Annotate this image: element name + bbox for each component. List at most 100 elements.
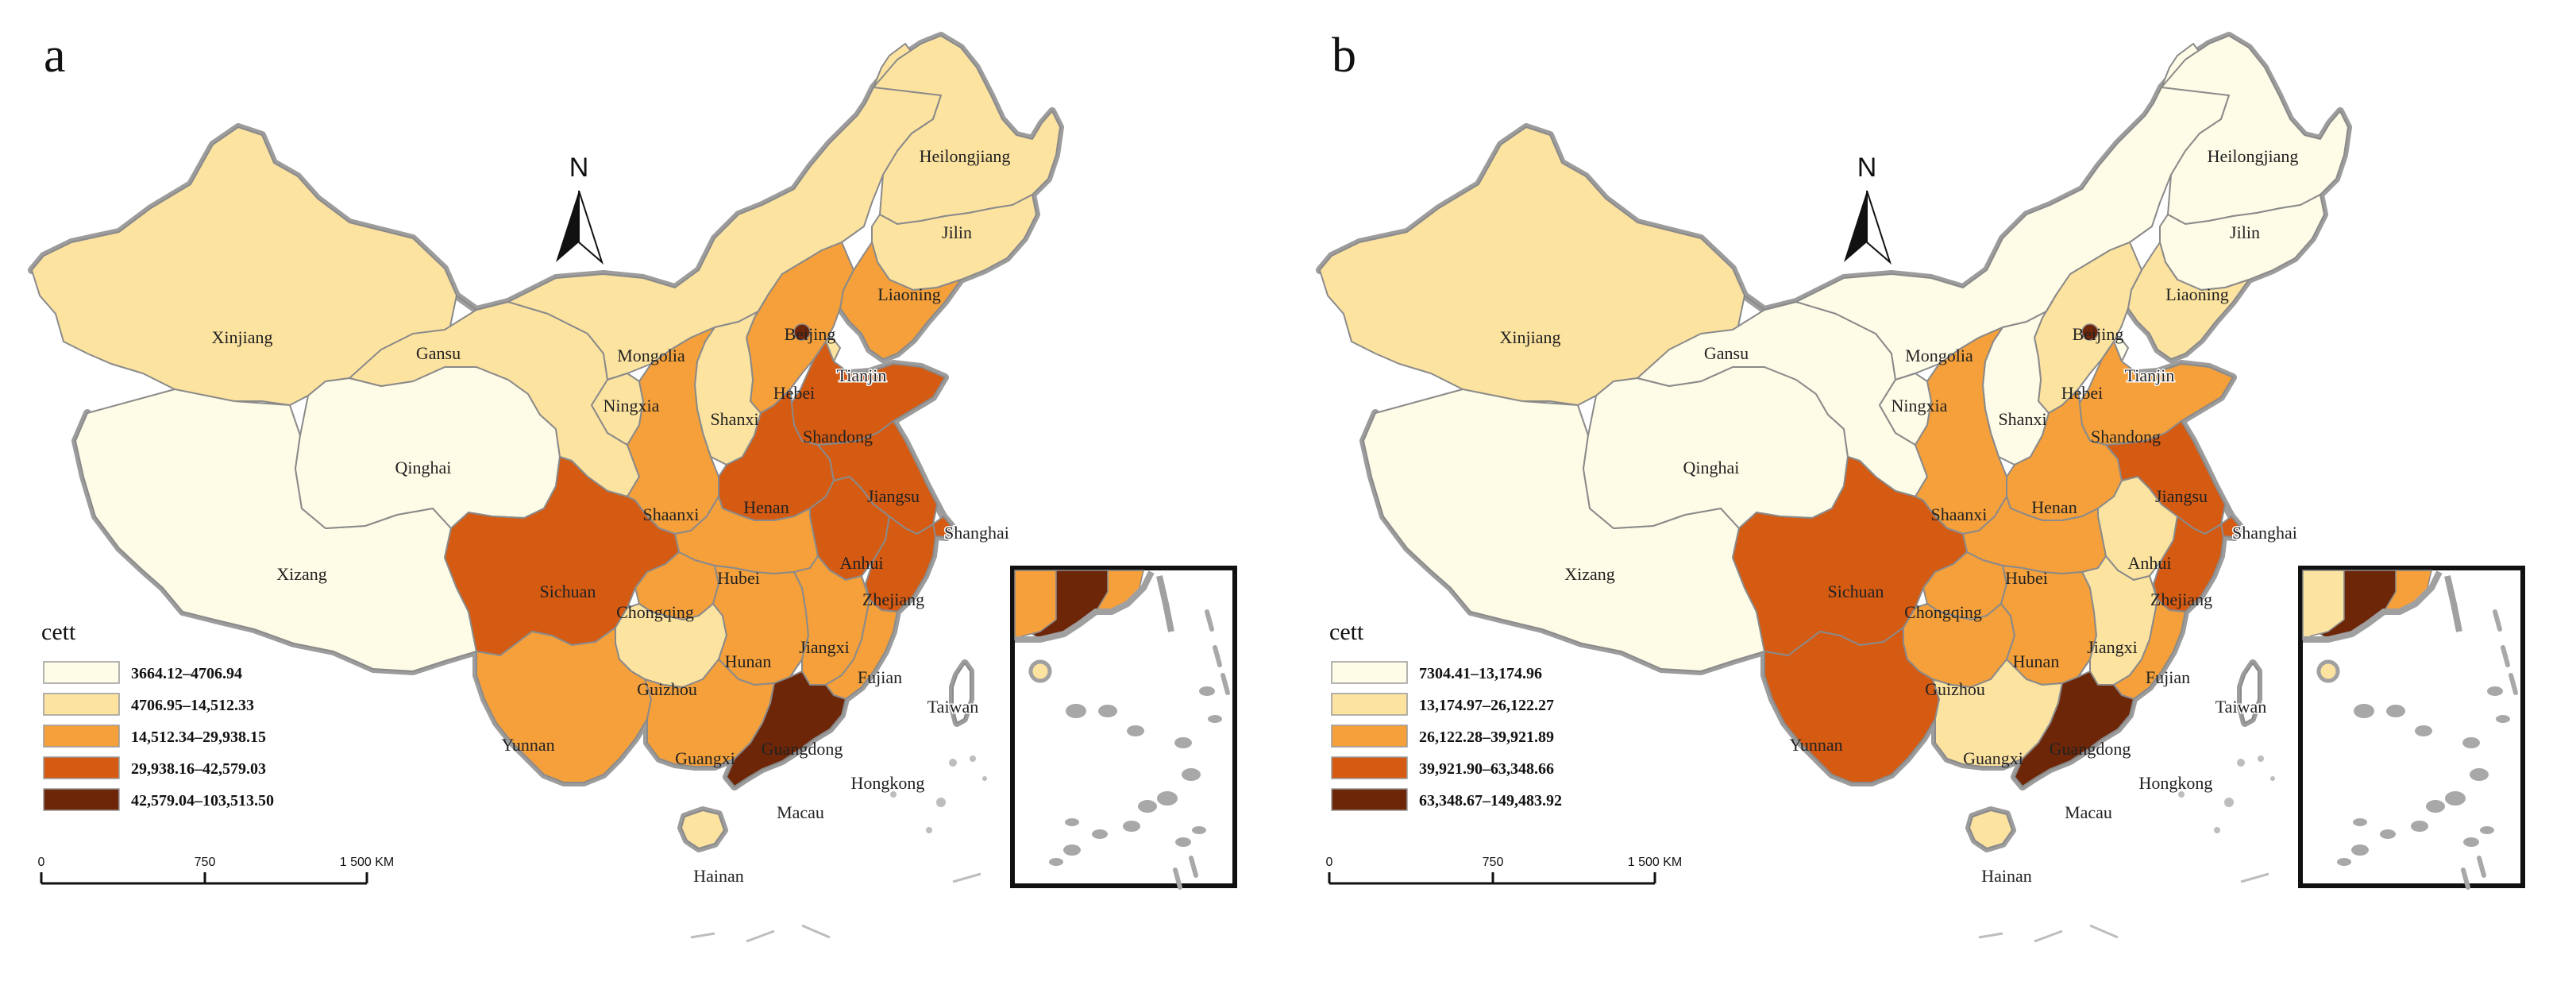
- legend-swatch: [43, 788, 120, 811]
- label-hongkong: Hongkong: [851, 773, 925, 793]
- scale-bar: 0 750 1 500 KM: [1326, 856, 1682, 885]
- label-henan: Henan: [743, 497, 789, 517]
- label-tianjin: Tianjin: [837, 365, 887, 385]
- label-guangdong: Guangdong: [762, 739, 843, 759]
- label-qinghai: Qinghai: [1683, 458, 1740, 477]
- label-guangxi: Guangxi: [675, 748, 735, 768]
- north-label: N: [1857, 153, 1877, 183]
- scale-label: 1 500 KM: [1628, 856, 1682, 869]
- label-sichuan: Sichuan: [540, 582, 596, 601]
- label-anhui: Anhui: [2128, 553, 2172, 573]
- province-taiwan: [952, 663, 971, 724]
- legend-swatch: [1331, 693, 1408, 716]
- legend-range: 29,938.16–42,579.03: [131, 760, 266, 778]
- legend-range: 13,174.97–26,122.27: [1419, 697, 1554, 714]
- label-beijing: Beijing: [2073, 324, 2124, 344]
- legend-range: 7304.41–13,174.96: [1419, 665, 1542, 682]
- label-zhejiang: Zhejiang: [2150, 589, 2212, 609]
- label-chongqing: Chongqing: [616, 602, 694, 622]
- legend-swatch: [43, 661, 120, 684]
- label-jilin: Jilin: [2230, 222, 2260, 242]
- label-chongqing: Chongqing: [1904, 602, 1982, 622]
- scale-label: 750: [195, 856, 216, 869]
- label-jiangsu: Jiangsu: [867, 486, 920, 506]
- label-shanxi: Shanxi: [710, 409, 758, 429]
- province-heilongjiang: [873, 35, 1061, 225]
- label-anhui: Anhui: [840, 553, 884, 573]
- legend-range: 26,122.28–39,921.89: [1419, 728, 1554, 746]
- legend-title: cett: [41, 619, 76, 645]
- legend-swatch: [1331, 788, 1408, 811]
- map-panel-b: b Xinjiang Xizang Qinghai Gansu Mongolia Heilo…: [1288, 0, 2576, 997]
- islands: [1978, 755, 2275, 943]
- legend-title: cett: [1329, 619, 1364, 645]
- label-shandong: Shandong: [803, 427, 873, 446]
- north-arrow: N: [556, 153, 604, 265]
- scale-label: 1 500 KM: [340, 856, 394, 869]
- label-tianjin: Tianjin: [2125, 365, 2175, 385]
- label-jiangxi: Jiangxi: [799, 637, 850, 657]
- label-sichuan: Sichuan: [1828, 582, 1884, 601]
- label-shaanxi: Shaanxi: [1931, 504, 1988, 524]
- region-labels: Xinjiang Xizang Qinghai Gansu Mongolia Heilon…: [212, 146, 1011, 887]
- panel-label: a: [44, 29, 66, 83]
- region-labels: Xinjiang Xizang Qinghai Gansu Mongolia Heilon…: [1500, 146, 2299, 887]
- province-zhejiang: [2153, 516, 2224, 612]
- label-heilongjiang: Heilongjiang: [2208, 146, 2299, 166]
- south-china-sea-inset: [2298, 566, 2525, 890]
- legend: cett 3664.12–4706.94 4706.95–14,512.33 14,5…: [41, 619, 274, 811]
- label-jiangsu: Jiangsu: [2155, 486, 2208, 506]
- label-guangdong: Guangdong: [2050, 739, 2131, 759]
- label-guangxi: Guangxi: [1963, 748, 2023, 768]
- map-a-svg: a Xinjiang Xizang Qinghai Gansu Mongolia Heilo…: [28, 29, 1237, 943]
- label-macau: Macau: [777, 802, 824, 822]
- legend-swatch: [1331, 756, 1408, 779]
- label-fujian: Fujian: [858, 667, 902, 687]
- beijing-core: [793, 323, 811, 341]
- legend-range: 3664.12–4706.94: [131, 665, 242, 682]
- label-liaoning: Liaoning: [877, 284, 940, 304]
- scale-label: 750: [1483, 856, 1504, 869]
- label-shanxi: Shanxi: [1998, 409, 2046, 429]
- label-xizang: Xizang: [276, 564, 327, 584]
- label-ningxia: Ningxia: [604, 396, 660, 415]
- legend-range: 4706.95–14,512.33: [131, 697, 254, 714]
- beijing-core: [2081, 323, 2099, 341]
- legend-range: 63,348.67–149,483.92: [1419, 792, 1562, 810]
- label-gansu: Gansu: [416, 343, 461, 363]
- legend-range: 39,921.90–63,348.66: [1419, 760, 1554, 778]
- label-mongolia: Mongolia: [617, 346, 685, 365]
- label-yunnan: Yunnan: [1789, 735, 1842, 755]
- label-jiangxi: Jiangxi: [2087, 637, 2138, 657]
- province-qinghai: [1583, 366, 1849, 529]
- label-hunan: Hunan: [2013, 651, 2060, 671]
- label-hainan: Hainan: [693, 866, 744, 886]
- label-macau: Macau: [2065, 802, 2112, 822]
- label-shaanxi: Shaanxi: [643, 504, 700, 524]
- label-hainan: Hainan: [1981, 866, 2032, 886]
- province-zhejiang: [865, 516, 936, 612]
- label-jilin: Jilin: [942, 222, 972, 242]
- label-ningxia: Ningxia: [1892, 396, 1948, 415]
- label-taiwan: Taiwan: [2215, 697, 2266, 717]
- label-fujian: Fujian: [2146, 667, 2190, 687]
- label-hubei: Hubei: [2005, 568, 2048, 588]
- scale-label: 0: [38, 856, 45, 869]
- province-heilongjiang: [2161, 35, 2349, 225]
- north-label: N: [569, 153, 589, 183]
- label-hebei: Hebei: [773, 383, 816, 403]
- legend-swatch: [43, 693, 120, 716]
- label-xinjiang: Xinjiang: [212, 327, 273, 347]
- label-heilongjiang: Heilongjiang: [920, 146, 1011, 166]
- legend-range: 14,512.34–29,938.15: [131, 728, 266, 746]
- scale-label: 0: [1326, 856, 1333, 869]
- label-xinjiang: Xinjiang: [1500, 327, 1561, 347]
- provinces: [31, 35, 1061, 849]
- province-hainan: [681, 810, 725, 849]
- label-henan: Henan: [2031, 497, 2077, 517]
- north-arrow: N: [1844, 153, 1892, 265]
- legend-swatch: [1331, 661, 1408, 684]
- label-guizhou: Guizhou: [637, 679, 697, 699]
- label-shanghai: Shanghai: [944, 523, 1009, 543]
- label-beijing: Beijing: [785, 324, 836, 344]
